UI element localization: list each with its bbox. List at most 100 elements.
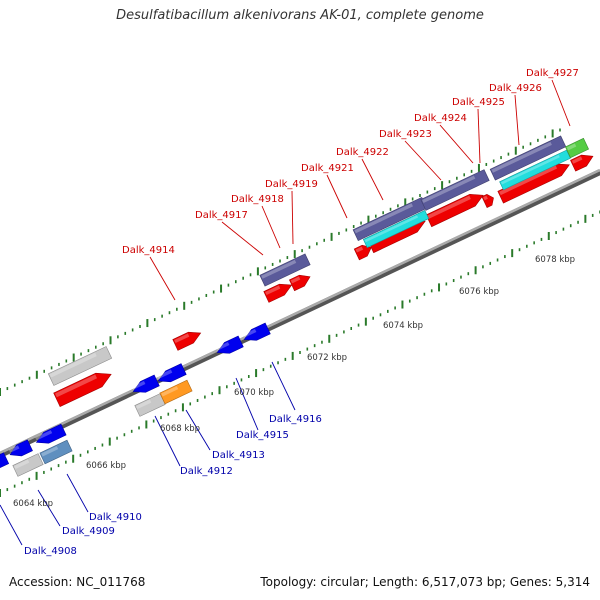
gene-shape: [159, 379, 193, 405]
gene-shape: [481, 194, 494, 208]
gene-shine: [8, 445, 20, 453]
gene-forward[interactable]: [263, 280, 294, 303]
gene-shine: [35, 430, 53, 441]
gene-reverse[interactable]: [34, 423, 67, 448]
gene-shine: [41, 446, 59, 457]
scale-label-6072: 6072 kbp: [307, 353, 347, 363]
green-feature[interactable]: [564, 137, 590, 159]
gene-shape: [134, 393, 166, 417]
rna-feature[interactable]: [47, 346, 113, 386]
leader-line: [404, 140, 442, 181]
gene-label-dalk-4919[interactable]: Dalk_4919: [265, 179, 318, 190]
gene-label-dalk-4917[interactable]: Dalk_4917: [195, 210, 248, 221]
gene-shape: [9, 439, 33, 457]
gene-label-dalk-4913[interactable]: Dalk_4913: [212, 450, 265, 461]
gene-label-dalk-4918[interactable]: Dalk_4918: [231, 194, 284, 205]
operon-feature[interactable]: [420, 169, 490, 211]
gene-shine: [422, 175, 476, 204]
gene-shape: [216, 335, 244, 354]
gene-forward[interactable]: [288, 271, 312, 292]
gene-shine: [161, 386, 179, 397]
gene-shine: [290, 276, 301, 284]
gene-shine: [54, 374, 98, 398]
gene-shine: [174, 333, 190, 344]
gene-shine: [500, 154, 560, 185]
gene-forward[interactable]: [481, 192, 496, 208]
chromosome-backbone: [0, 169, 600, 458]
leader-line: [551, 79, 571, 127]
gene-shine: [355, 246, 364, 253]
gene-shape: [12, 453, 44, 477]
upper-tick-row: [0, 128, 561, 396]
gene-forward[interactable]: [172, 328, 203, 351]
gene-shine: [49, 352, 97, 378]
gene-shape: [420, 169, 490, 211]
scale-label-6076: 6076 kbp: [459, 287, 499, 297]
gene-reverse[interactable]: [7, 439, 33, 460]
rna-feature[interactable]: [134, 393, 166, 417]
gene-forward[interactable]: [425, 189, 486, 228]
gene-label-dalk-4925[interactable]: Dalk_4925: [452, 97, 505, 108]
gene-label-dalk-4916[interactable]: Dalk_4916: [269, 414, 322, 425]
gene-shine: [483, 195, 488, 201]
leader-line: [326, 174, 348, 219]
gene-label-dalk-4922[interactable]: Dalk_4922: [336, 147, 389, 158]
orange-feature[interactable]: [159, 379, 193, 405]
gene-shape: [564, 137, 590, 159]
gene-label-dalk-4910[interactable]: Dalk_4910: [89, 512, 142, 523]
gene-shape: [259, 253, 311, 287]
gene-label-dalk-4923[interactable]: Dalk_4923: [379, 129, 432, 140]
gene-forward[interactable]: [353, 242, 374, 261]
gene-label-dalk-4914[interactable]: Dalk_4914: [122, 245, 175, 256]
gene-reverse[interactable]: [131, 374, 160, 397]
gene-reverse[interactable]: [156, 363, 187, 387]
gene-shine: [499, 165, 558, 196]
gene-shine: [364, 215, 419, 243]
gene-shine: [136, 399, 152, 410]
rna-feature[interactable]: [12, 453, 44, 477]
top-gene-labels: Dalk_4914 Dalk_4917 Dalk_4918 Dalk_4919 …: [122, 68, 579, 256]
chromosome-backbone-highlight: [0, 168, 600, 455]
gene-shape: [53, 372, 112, 407]
leader-line: [261, 205, 281, 249]
cyan-feature[interactable]: [499, 149, 571, 191]
gene-label-dalk-4915[interactable]: Dalk_4915: [236, 430, 289, 441]
gene-label-dalk-4908[interactable]: Dalk_4908: [24, 546, 77, 557]
gene-shape: [243, 322, 271, 341]
gene-shine: [571, 156, 583, 164]
steel-feature[interactable]: [39, 439, 73, 465]
gene-reverse[interactable]: [0, 452, 10, 472]
gene-reverse[interactable]: [215, 335, 244, 358]
gene-label-dalk-4927[interactable]: Dalk_4927: [526, 68, 579, 79]
scale-labels: 6064 kbp 6066 kbp 6068 kbp 6070 kbp 6072…: [13, 255, 575, 509]
scale-label-6066: 6066 kbp: [86, 461, 126, 471]
gene-shine: [132, 380, 146, 390]
gene-shape: [353, 244, 372, 261]
gene-shape: [499, 149, 571, 191]
operon-feature[interactable]: [259, 253, 311, 287]
leader-line: [66, 473, 89, 513]
cyan-feature[interactable]: [362, 210, 430, 248]
label-leader-lines: [0, 79, 571, 546]
leader-line: [361, 158, 384, 201]
gene-reverse[interactable]: [242, 322, 271, 345]
genome-info-text: Topology: circular; Length: 6,517,073 bp…: [260, 575, 590, 589]
leader-line: [0, 504, 23, 546]
gene-label-dalk-4924[interactable]: Dalk_4924: [414, 113, 467, 124]
gene-shine: [491, 141, 552, 173]
gene-label-dalk-4921[interactable]: Dalk_4921: [301, 163, 354, 174]
gene-label-dalk-4926[interactable]: Dalk_4926: [489, 83, 542, 94]
leader-line: [221, 221, 264, 256]
lower-tick-row: [0, 210, 600, 497]
gene-label-dalk-4909[interactable]: Dalk_4909: [62, 526, 115, 537]
gene-forward[interactable]: [53, 367, 115, 407]
gene-shape: [288, 274, 311, 292]
gene-shape: [362, 210, 430, 248]
gene-label-dalk-4912[interactable]: Dalk_4912: [180, 466, 233, 477]
leader-line: [514, 94, 520, 146]
gene-shine: [265, 285, 281, 296]
gene-forward[interactable]: [570, 151, 595, 172]
leader-line: [149, 256, 176, 301]
gene-shape: [47, 346, 113, 386]
gene-shine: [566, 143, 577, 151]
